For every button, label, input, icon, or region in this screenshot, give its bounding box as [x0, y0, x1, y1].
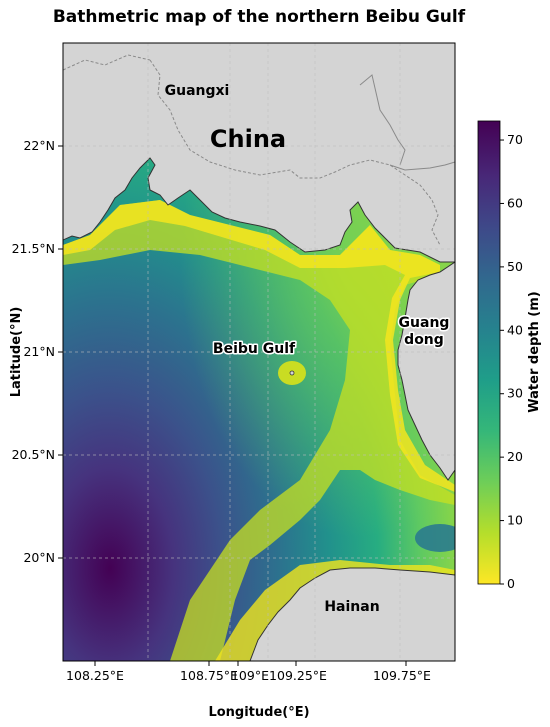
label-guangxi: Guangxi: [165, 83, 230, 99]
y-axis: 22°N 21.5°N 21°N 20.5°N 20°N: [12, 138, 63, 565]
colorbar-tick-label: 0: [507, 576, 515, 591]
colorbar-tick-label: 10: [507, 513, 523, 528]
colorbar-label: Water depth (m): [527, 291, 542, 412]
x-tick-label: 108.25°E: [66, 668, 124, 683]
y-tick-label: 21.5°N: [12, 241, 55, 256]
coastal-fringe-yellow: [63, 200, 455, 492]
label-guangdong-2: dong: [404, 332, 444, 348]
x-tick-label: 109.25°E: [269, 668, 327, 683]
x-tick-label: 109.75°E: [373, 668, 431, 683]
colorbar-tick-label: 30: [507, 386, 523, 401]
map-area: Guangxi China Beibu Gulf Guang dong Hain…: [63, 43, 455, 661]
y-tick-label: 22°N: [23, 138, 55, 153]
label-hainan: Hainan: [324, 599, 379, 615]
island-weizhou: [289, 370, 295, 376]
y-axis-label: Latitude(°N): [9, 307, 24, 398]
x-axis: 108.25°E 108.75°E 109°E 109.25°E 109.75°…: [66, 661, 431, 683]
colorbar-tick-label: 50: [507, 259, 523, 274]
colorbar-tick-label: 20: [507, 449, 523, 464]
x-tick-label: 108.75°E: [180, 668, 238, 683]
label-beibu-gulf: Beibu Gulf: [213, 341, 296, 357]
y-tick-label: 20.5°N: [12, 447, 55, 462]
label-guangdong-1: Guang: [399, 315, 450, 331]
coastal-shallows: [63, 200, 455, 661]
colorbar: 0 10 20 30 40 50 60 70 Water depth (m): [477, 120, 542, 591]
colorbar-tick-label: 40: [507, 322, 523, 337]
colorbar-ticks: 0 10 20 30 40 50 60 70: [500, 132, 523, 591]
province-border: [149, 59, 441, 246]
province-border-north: [359, 74, 406, 166]
y-tick-label: 20°N: [23, 550, 55, 565]
colorbar-tick-label: 60: [507, 195, 523, 210]
x-tick-label: 109°E: [231, 668, 269, 683]
channel-qiongzhou: [415, 524, 455, 552]
colorbar-tick-label: 70: [507, 132, 523, 147]
province-border-east: [389, 161, 455, 171]
gridlines: [63, 43, 455, 661]
hainan-shallows: [215, 560, 455, 661]
map-title: Bathmetric map of the northern Beibu Gul…: [53, 7, 466, 27]
colorbar-gradient: [477, 120, 501, 585]
province-border-west: [63, 54, 151, 71]
land-china: [63, 43, 455, 263]
y-tick-label: 21°N: [23, 344, 55, 359]
land-guangdong: [397, 261, 455, 481]
label-china: China: [210, 125, 286, 153]
land-hainan: [249, 567, 455, 661]
x-axis-label: Longitude(°E): [208, 705, 309, 720]
